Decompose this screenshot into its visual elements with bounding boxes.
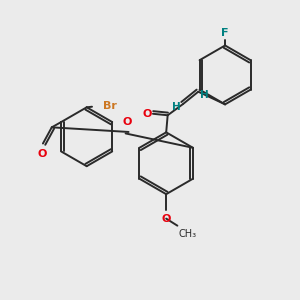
Text: O: O bbox=[122, 117, 132, 127]
Text: F: F bbox=[221, 28, 229, 38]
Text: O: O bbox=[38, 149, 47, 159]
Text: O: O bbox=[161, 214, 171, 224]
Text: Br: Br bbox=[103, 101, 117, 111]
Text: H: H bbox=[200, 90, 209, 100]
Text: O: O bbox=[143, 109, 152, 119]
Text: CH₃: CH₃ bbox=[179, 229, 197, 239]
Text: H: H bbox=[172, 102, 181, 112]
